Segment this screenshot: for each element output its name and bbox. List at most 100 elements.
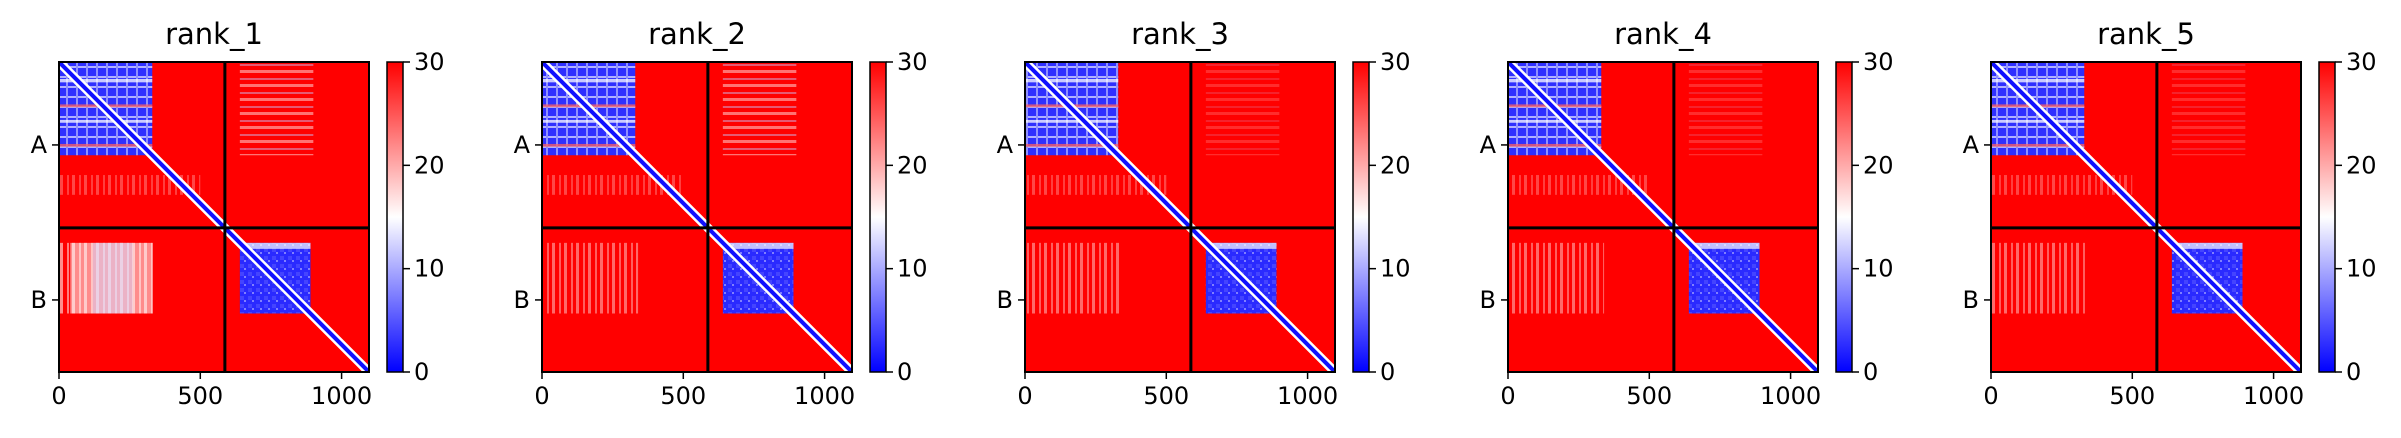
interchain-ba-blue	[92, 242, 133, 314]
colorbar-frame	[386, 61, 404, 373]
colorbar	[1353, 62, 1369, 372]
heatmap	[1991, 62, 2301, 372]
y-tick-label: B	[1480, 286, 1496, 314]
diagonal	[1508, 62, 1818, 372]
x-tick-label: 1000	[2243, 382, 2304, 410]
heatmap-frame	[1507, 61, 1819, 373]
y-tick-label: B	[1963, 286, 1979, 314]
colorbar-tick-label: 10	[1380, 255, 1411, 283]
colorbar-tick-label: 0	[1863, 358, 1878, 386]
x-tick-label: 500	[1626, 382, 1672, 410]
colorbar-tick-label: 10	[414, 255, 445, 283]
colorbar-tick-label: 20	[1380, 151, 1411, 179]
colorbar-tick-label: 30	[1380, 48, 1411, 76]
chain-a-band	[542, 119, 636, 123]
y-tick-label: A	[1480, 131, 1497, 159]
colorbar-tick-label: 30	[897, 48, 928, 76]
x-tick-label: 500	[177, 382, 223, 410]
panel-rank_2: rank_2 0 500 1000 A B 0 10 20 30	[514, 17, 928, 410]
y-tick-label: B	[514, 286, 530, 314]
y-tick-label: A	[514, 131, 531, 159]
interchain-ba	[542, 242, 639, 314]
colorbar	[1836, 62, 1852, 372]
x-tick-label: 500	[660, 382, 706, 410]
y-tick-label: A	[997, 131, 1014, 159]
colorbar-frame	[869, 61, 887, 373]
x-tick-label: 1000	[1277, 382, 1338, 410]
chain-a-band	[1508, 78, 1602, 83]
colorbar-frame	[1835, 61, 1853, 373]
heatmap-frame	[1990, 61, 2302, 373]
panel-rank_4: rank_4 0 500 1000 A B 0 10 20 30	[1480, 17, 1894, 410]
heatmap	[1508, 62, 1818, 372]
colorbar-frame	[1352, 61, 1370, 373]
y-tick-label: B	[997, 286, 1013, 314]
interchain-ba	[1508, 242, 1605, 314]
colorbar-tick-label: 10	[897, 255, 928, 283]
colorbar	[2319, 62, 2335, 372]
panel-title: rank_5	[2097, 17, 2195, 51]
y-tick-label: A	[1963, 131, 1980, 159]
interchain-ab	[1688, 62, 1763, 156]
interchain-ab	[1205, 62, 1280, 156]
chain-a-band	[1025, 119, 1119, 123]
chain-a-band	[1025, 143, 1119, 147]
chain-a-band	[1991, 78, 2085, 83]
linker-region	[1025, 175, 1167, 195]
colorbar-tick-label: 0	[1380, 358, 1395, 386]
colorbar-tick-label: 10	[2346, 255, 2377, 283]
interchain-ba	[1991, 242, 2088, 314]
chain-a-band	[1508, 143, 1602, 147]
colorbar-frame	[2318, 61, 2336, 373]
chain-a-band	[542, 78, 636, 83]
x-tick-label: 0	[1017, 382, 1032, 410]
colorbar-tick-label: 30	[1863, 48, 1894, 76]
panel-rank_3: rank_3 0 500 1000 A B 0 10 20 30	[997, 17, 1411, 410]
y-tick-label: A	[31, 131, 48, 159]
chain-a-band	[1991, 119, 2085, 123]
colorbar-tick-label: 0	[897, 358, 912, 386]
diagonal	[1025, 62, 1335, 372]
heatmap	[1025, 62, 1335, 372]
x-tick-label: 1000	[1760, 382, 1821, 410]
x-tick-label: 1000	[794, 382, 855, 410]
colorbar-tick-label: 0	[414, 358, 429, 386]
x-tick-label: 0	[1500, 382, 1515, 410]
panel-title: rank_3	[1131, 17, 1229, 51]
colorbar-tick-label: 10	[1863, 255, 1894, 283]
chain-b-edge	[1205, 242, 1277, 249]
heatmap-frame	[1024, 61, 1336, 373]
colorbar-tick-label: 30	[2346, 48, 2377, 76]
chain-a-band	[59, 143, 153, 147]
linker-region	[1508, 175, 1650, 195]
heatmap	[59, 62, 369, 372]
x-tick-label: 500	[1143, 382, 1189, 410]
panel-title: rank_1	[165, 17, 263, 51]
x-tick-label: 0	[534, 382, 549, 410]
panel-rank_5: rank_5 0 500 1000 A B 0 10 20 30	[1963, 17, 2377, 410]
diagonal	[542, 62, 852, 372]
colorbar	[870, 62, 886, 372]
x-tick-label: 1000	[311, 382, 372, 410]
linker-region	[59, 175, 201, 195]
chain-b-edge	[1688, 242, 1760, 249]
chain-b-edge	[2171, 242, 2243, 249]
x-tick-label: 0	[1983, 382, 1998, 410]
colorbar-tick-label: 20	[897, 151, 928, 179]
interchain-ab	[2171, 62, 2246, 156]
linker-region	[1991, 175, 2133, 195]
panel-title: rank_4	[1614, 17, 1712, 51]
chain-a-band	[1508, 119, 1602, 123]
colorbar-tick-label: 30	[414, 48, 445, 76]
panel-title: rank_2	[648, 17, 746, 51]
colorbar-tick-label: 20	[1863, 151, 1894, 179]
chain-a-band	[542, 143, 636, 147]
interchain-ba	[1025, 242, 1122, 314]
linker-region	[542, 175, 684, 195]
interchain-ab	[722, 62, 797, 156]
chain-a-band	[59, 119, 153, 123]
heatmap-frame	[541, 61, 853, 373]
heatmap-frame	[58, 61, 370, 373]
interchain-ab	[239, 62, 314, 156]
